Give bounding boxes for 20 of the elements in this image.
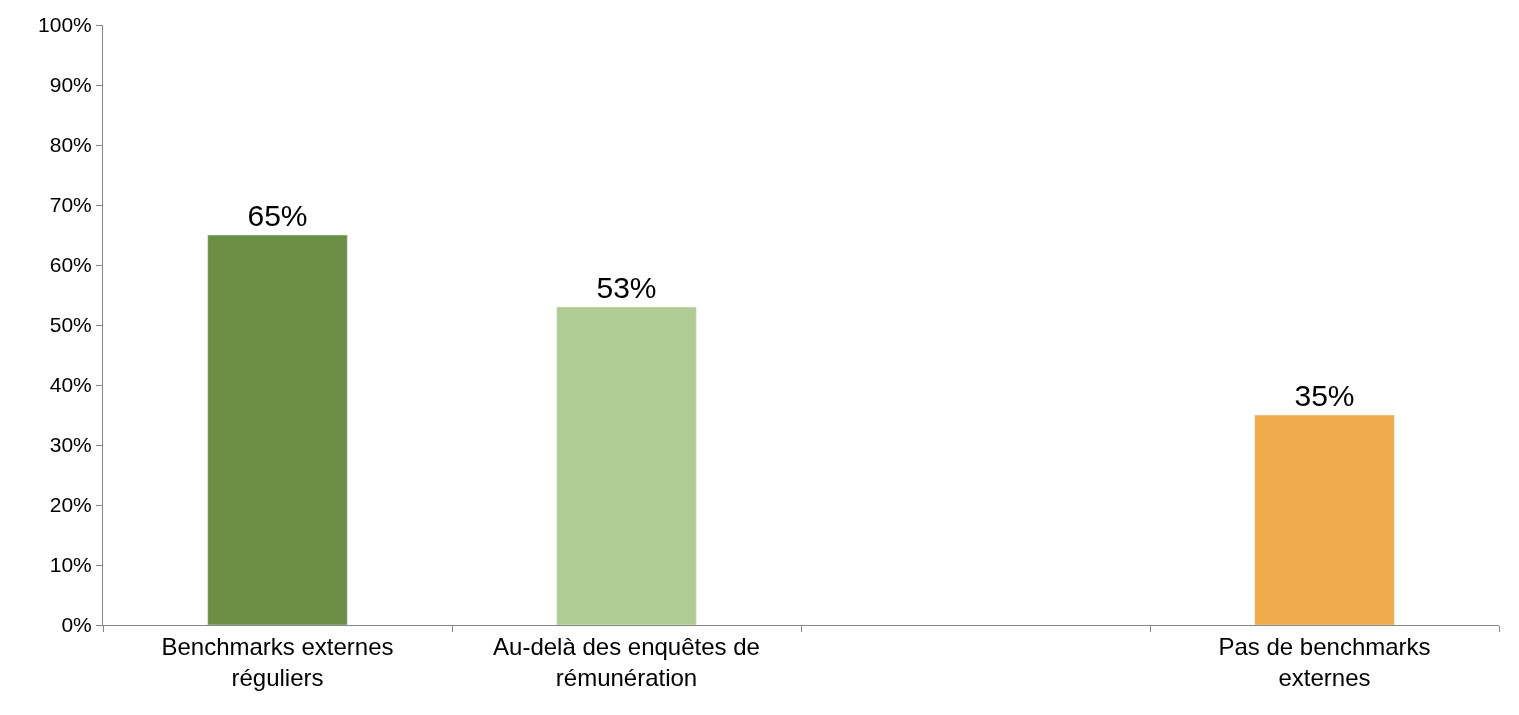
data-label: 65%	[247, 199, 308, 232]
data-label: 35%	[1294, 379, 1355, 412]
bar	[556, 306, 697, 625]
y-tick-label: 30%	[49, 433, 92, 457]
y-tick-label: 10%	[49, 553, 92, 577]
data-label: 53%	[596, 271, 657, 304]
y-tick-label: 70%	[49, 193, 92, 217]
y-tick-label: 20%	[49, 493, 92, 517]
x-tick-label: Benchmarks externes réguliers	[161, 632, 394, 691]
y-tick-label: 80%	[49, 133, 92, 157]
y-tick-label: 60%	[49, 253, 92, 277]
y-tick-label: 90%	[49, 73, 92, 97]
x-tick-label: Pas de benchmarks externes	[1218, 632, 1431, 691]
bar	[207, 234, 348, 625]
y-tick-label: 40%	[49, 373, 92, 397]
x-tick-label: Au-delà des enquêtes de rémunération	[493, 632, 760, 691]
y-tick-label: 50%	[49, 313, 92, 337]
bar	[1254, 414, 1395, 625]
y-tick-label: 100%	[38, 13, 92, 37]
y-tick-label: 0%	[61, 613, 92, 637]
